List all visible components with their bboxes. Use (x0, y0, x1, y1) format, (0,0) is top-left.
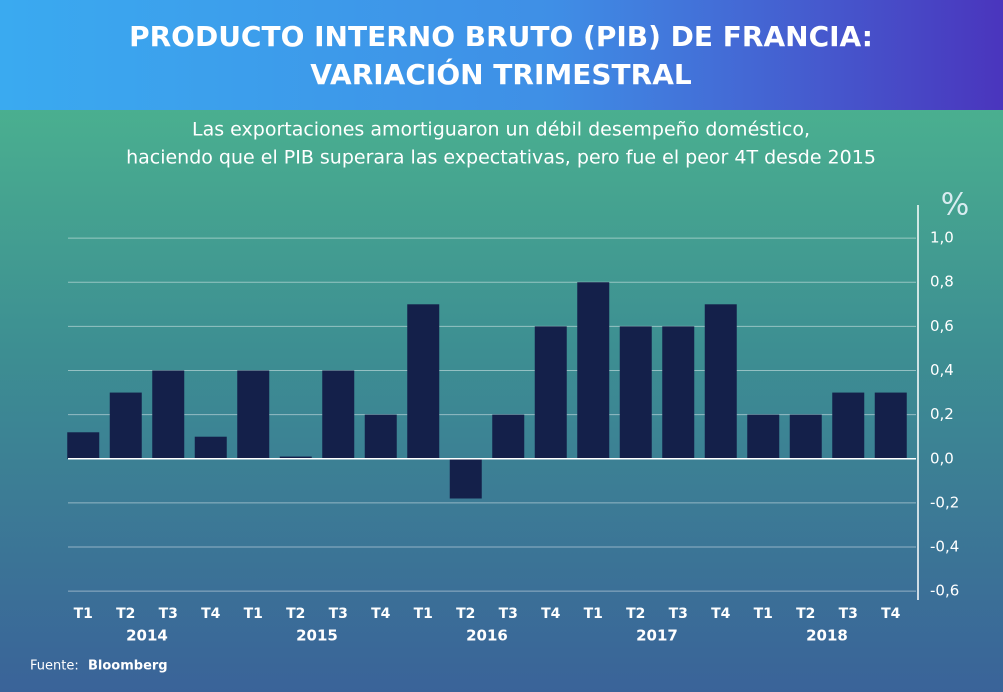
bar (704, 304, 737, 459)
chart-title: VARIACIÓN TRIMESTRAL (310, 57, 692, 91)
x-tick-label: T1 (74, 606, 93, 622)
x-tick-label: T2 (456, 606, 475, 622)
x-tick-label: T4 (541, 606, 561, 622)
unit-label: % (941, 188, 970, 223)
x-tick-label: T3 (329, 606, 348, 622)
x-tick-label: T3 (499, 606, 518, 622)
bar (832, 392, 865, 459)
x-tick-label: T4 (371, 606, 391, 622)
x-tick-label: T2 (116, 606, 135, 622)
y-tick-label: 0,2 (930, 405, 954, 423)
year-label: 2016 (466, 627, 508, 645)
y-tick-label: 0,8 (930, 273, 954, 291)
year-label: 2014 (126, 627, 168, 645)
bar (152, 370, 185, 459)
x-tick-label: T2 (796, 606, 815, 622)
subtitle: haciendo que el PIB superara las expecta… (126, 147, 876, 169)
bar (322, 370, 355, 459)
y-tick-label: -0,6 (930, 582, 959, 600)
x-tick-label: T1 (414, 606, 433, 622)
year-label: 2018 (806, 627, 848, 645)
y-tick-label: -0,2 (930, 493, 959, 511)
bar (194, 436, 227, 459)
bar (874, 392, 907, 459)
year-label: 2015 (296, 627, 338, 645)
x-tick-label: T4 (201, 606, 221, 622)
y-tick-label: -0,4 (930, 538, 959, 556)
bar (619, 326, 652, 459)
x-tick-label: T2 (626, 606, 645, 622)
x-tick-label: T1 (244, 606, 263, 622)
x-tick-label: T2 (286, 606, 305, 622)
x-tick-label: T3 (159, 606, 178, 622)
y-tick-label: 1,0 (930, 229, 954, 247)
y-tick-label: 0,0 (930, 449, 954, 467)
y-tick-label: 0,4 (930, 361, 954, 379)
bar (534, 326, 567, 459)
bar (407, 304, 440, 459)
x-tick-label: T3 (839, 606, 858, 622)
bar (67, 432, 100, 459)
x-tick-label: T3 (669, 606, 688, 622)
bar (577, 282, 610, 459)
bar (662, 326, 695, 459)
source-label: Fuente: (30, 659, 79, 674)
y-tick-label: 0,6 (930, 317, 954, 335)
bar (789, 414, 822, 459)
x-tick-label: T1 (584, 606, 603, 622)
bar (449, 458, 482, 499)
bar (492, 414, 525, 459)
x-tick-label: T4 (711, 606, 731, 622)
chart-title: PRODUCTO INTERNO BRUTO (PIB) DE FRANCIA: (129, 20, 873, 53)
bar (109, 392, 142, 459)
bar (747, 414, 780, 459)
subtitle: Las exportaciones amortiguaron un débil … (192, 119, 810, 141)
year-label: 2017 (636, 627, 678, 645)
bar (364, 414, 397, 459)
source: Bloomberg (88, 659, 168, 674)
header (0, 0, 1003, 110)
bar (237, 370, 270, 459)
bar (279, 456, 312, 459)
x-tick-label: T1 (754, 606, 773, 622)
x-tick-label: T4 (881, 606, 901, 622)
